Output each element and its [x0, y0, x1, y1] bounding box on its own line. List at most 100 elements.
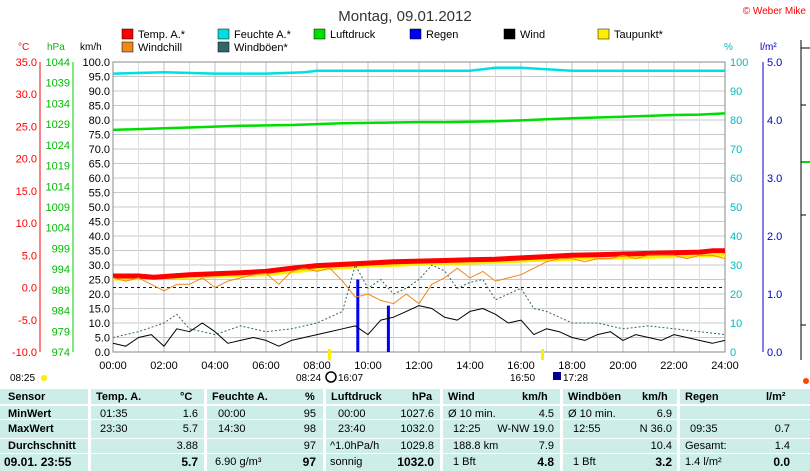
series-line — [112, 66, 725, 75]
x-tick-label: 06:00 — [252, 360, 280, 372]
rain-bar — [356, 279, 360, 352]
humidity-tick-label: 10 — [730, 318, 742, 330]
temp-max-time: 23:30 — [100, 423, 128, 435]
wind-tick-label: 85.0 — [89, 101, 110, 113]
legend-label: Feuchte A.* — [234, 29, 292, 41]
temp-avg-val: 3.88 — [176, 440, 198, 452]
humidity-tick-label: 70 — [730, 144, 742, 156]
hum-max-time: 14:30 — [218, 423, 246, 435]
wind-tick-label: 50.0 — [89, 202, 110, 214]
humidity-tick-label: 40 — [730, 231, 742, 243]
edge-marker — [803, 378, 809, 384]
temp-tick-label: -10.0 — [12, 347, 37, 359]
legend-label: Windböen* — [234, 42, 289, 54]
wind-r1-label: Ø 10 min. — [448, 408, 496, 420]
summary-table: Sensor MinWert MaxWert Durchschnitt 09.0… — [0, 389, 810, 471]
pressure-tick-label: 1044 — [46, 57, 70, 69]
legend-swatch — [409, 28, 422, 40]
rain-r3-label: Gesamt: — [685, 440, 727, 452]
series-line — [112, 305, 726, 347]
pressure-tick-label: 999 — [52, 243, 70, 255]
copyright: © Weber Mike — [743, 6, 807, 17]
wind-tick-label: 25.0 — [89, 275, 110, 287]
wind-head: Wind — [448, 391, 475, 403]
legend-label: Regen — [426, 29, 458, 41]
pressure-tick-label: 989 — [52, 285, 70, 297]
pressure-tick-label: 979 — [52, 326, 70, 338]
sunrise-time-left: 08:25 — [10, 373, 35, 384]
humidity-tick-label: 30 — [730, 260, 742, 272]
temp-tick-label: 10.0 — [16, 218, 37, 230]
wind-unit-label: km/h — [80, 42, 102, 53]
wind-tick-label: 75.0 — [89, 130, 110, 142]
wind-tick-label: 45.0 — [89, 217, 110, 229]
rain-r2-val: 0.7 — [774, 423, 790, 435]
temp-unit-label: °C — [18, 42, 29, 53]
temp-tick-label: 15.0 — [16, 186, 37, 198]
pressure-tick-label: 1019 — [46, 161, 70, 173]
wind-tick-label: 65.0 — [89, 159, 110, 171]
humidity-tick-label: 80 — [730, 115, 742, 127]
pressure-tick-label: 1034 — [46, 98, 70, 110]
x-tick-label: 02:00 — [150, 360, 178, 372]
series-line — [112, 264, 726, 338]
x-tick-label: 20:00 — [609, 360, 637, 372]
press-unit: hPa — [412, 391, 433, 403]
temp-min-val: 1.6 — [182, 408, 198, 420]
wind-tick-label: 70.0 — [89, 144, 110, 156]
rain-unit: l/m² — [766, 391, 786, 403]
temp-tick-label: -5.0 — [18, 315, 37, 327]
rain-r2-time: 09:35 — [690, 423, 718, 435]
x-tick-label: 22:00 — [660, 360, 688, 372]
temp-now-val: 5.7 — [181, 455, 198, 469]
humidity-tick-label: 60 — [730, 173, 742, 185]
wind-tick-label: 80.0 — [89, 115, 110, 127]
series-line — [112, 112, 726, 132]
wind-tick-label: 10.0 — [89, 318, 110, 330]
pressure-tick-label: 1009 — [46, 202, 70, 214]
x-tick-label: 08:00 — [303, 360, 331, 372]
gust-r4-val: 3.2 — [655, 455, 672, 469]
press-trend: ^1.0hPa/h — [330, 440, 380, 452]
wind-r2-dir: W-NW 19.0 — [497, 423, 554, 435]
x-tick-label: 04:00 — [201, 360, 229, 372]
grid — [112, 61, 726, 353]
wind-tick-label: 95.0 — [89, 72, 110, 84]
wind-r3-val: 7.9 — [538, 440, 554, 452]
rain-tick-label: 4.0 — [767, 115, 782, 127]
rain-tick-label: 5.0 — [767, 57, 782, 69]
temp-tick-label: 25.0 — [16, 121, 37, 133]
rain-tick-label: 2.0 — [767, 231, 782, 243]
x-tick-label: 16:00 — [507, 360, 535, 372]
sun-icon — [41, 375, 47, 381]
moonset-time: 17:28 — [563, 373, 588, 384]
axes: 35.0 30.0 25.0 20.0 15.0 10.0 5.0 0.0 -5.0 -10.0 1… — [12, 57, 782, 372]
temp-tick-label: 35.0 — [16, 57, 37, 69]
temp-unit: °C — [180, 391, 193, 403]
gust-r2-dir: N 36.0 — [639, 423, 672, 435]
legend-swatch — [503, 28, 516, 40]
sensor-max: MaxWert — [8, 423, 54, 435]
press-head: Luftdruck — [331, 391, 382, 403]
temp-max-val: 5.7 — [182, 423, 198, 435]
legend-swatch — [597, 28, 610, 40]
temp-tick-label: 5.0 — [22, 250, 37, 262]
gust-head: Windböen — [568, 391, 622, 403]
pressure-tick-label: 994 — [52, 264, 70, 276]
gust-r1-val: 6.9 — [656, 408, 672, 420]
gust-unit: km/h — [642, 391, 668, 403]
wind-tick-label: 15.0 — [89, 304, 110, 316]
legend-label: Luftdruck — [330, 29, 376, 41]
sensor-min: MinWert — [8, 408, 52, 420]
rain-r4-label: 1.4 l/m² — [685, 456, 722, 468]
temp-tick-label: 0.0 — [22, 283, 37, 295]
plot-frame — [112, 61, 726, 353]
humidity-tick-label: 50 — [730, 202, 742, 214]
legend-label: Wind — [520, 29, 545, 41]
rain-tick-label: 1.0 — [767, 289, 782, 301]
wind-r4-label: 1 Bft — [453, 456, 476, 468]
sensor-now: 09.01. 23:55 — [4, 455, 72, 469]
gust-r4-label: 1 Bft — [573, 456, 596, 468]
wind-tick-label: 90.0 — [89, 86, 110, 98]
moon-icon — [325, 371, 337, 383]
